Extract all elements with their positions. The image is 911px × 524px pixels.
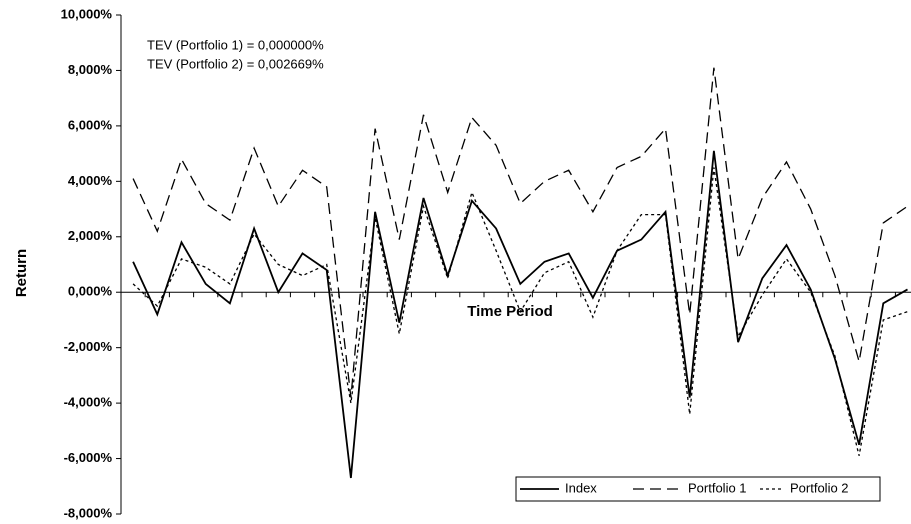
annotation: TEV (Portfolio 2) = 0,002669%: [147, 56, 324, 71]
y-axis-label: Return: [13, 249, 30, 297]
legend-box: [515, 476, 881, 502]
series-line: [132, 150, 908, 479]
legend-label: Portfolio 1: [688, 480, 747, 495]
y-tick-label: -2,000%: [64, 339, 113, 354]
y-tick-label: 2,000%: [68, 228, 113, 243]
x-axis-label: Time Period: [467, 303, 553, 320]
annotation: TEV (Portfolio 1) = 0,000000%: [147, 37, 324, 52]
y-tick-label: 6,000%: [68, 117, 113, 132]
y-tick-label: 4,000%: [68, 173, 113, 188]
legend-label: Index: [565, 480, 597, 495]
y-tick-label: 10,000%: [61, 6, 113, 21]
legend: Index Portfolio 1 Portfolio 2: [515, 476, 881, 502]
series-line: [132, 67, 908, 398]
y-tick-label: 8,000%: [68, 62, 113, 77]
y-tick-label: 0,000%: [68, 284, 113, 299]
y-tick-label: -8,000%: [64, 505, 113, 520]
y-tick-label: -4,000%: [64, 395, 113, 410]
y-tick-label: -6,000%: [64, 450, 113, 465]
series-line: [132, 167, 908, 456]
legend-label: Portfolio 2: [790, 480, 849, 495]
